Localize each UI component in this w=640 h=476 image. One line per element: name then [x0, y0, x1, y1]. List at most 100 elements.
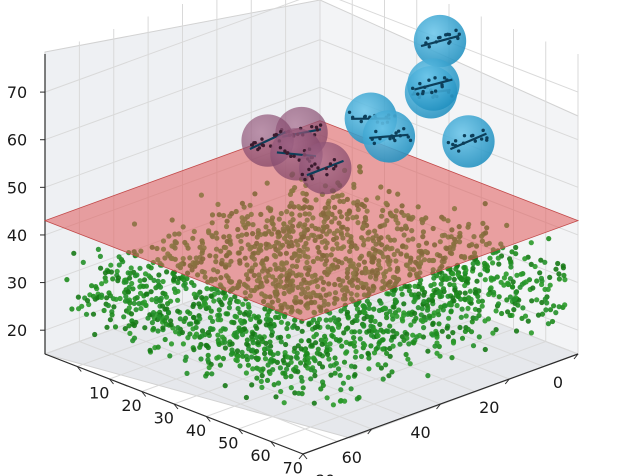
y-tick-mark: [270, 441, 276, 447]
ground-point: [138, 305, 144, 312]
ground-point: [112, 324, 119, 330]
ground-point: [282, 350, 288, 356]
ground-point: [501, 275, 507, 281]
ground-point: [162, 336, 168, 343]
ground-point: [547, 282, 553, 288]
ground-point: [99, 281, 105, 287]
ground-point: [218, 299, 224, 305]
ground-point: [509, 284, 516, 290]
ground-point: [438, 304, 444, 310]
ground-point: [523, 279, 529, 285]
branch-point: [332, 157, 337, 162]
ground-point: [539, 311, 546, 317]
ground-point: [522, 256, 528, 262]
ground-point: [191, 347, 197, 353]
ground-point: [335, 324, 342, 330]
ground-point: [354, 317, 360, 323]
ground-point: [504, 297, 510, 303]
ground-point: [371, 306, 377, 312]
branch-line: [369, 133, 409, 140]
ground-point: [146, 273, 152, 279]
ground-point: [182, 357, 188, 363]
z-gridline: [44, 0, 579, 93]
ground-point: [345, 374, 351, 380]
ground-point: [513, 244, 519, 251]
ground-point: [114, 268, 120, 274]
ground-point: [357, 336, 363, 342]
ground-point: [451, 276, 457, 282]
ground-point: [381, 305, 387, 311]
sphere-upper: [442, 115, 495, 168]
ground-point: [228, 351, 234, 357]
ground-point: [275, 380, 282, 386]
ground-point: [308, 376, 314, 382]
ground-point: [499, 310, 505, 317]
y-tick-label: 20: [121, 396, 141, 415]
branch-point: [471, 133, 475, 138]
ground-point: [278, 319, 284, 325]
ground-point: [325, 324, 331, 330]
ground-point: [137, 265, 143, 271]
ground-point: [240, 353, 246, 359]
ground-point: [332, 355, 338, 361]
ground-point: [495, 255, 501, 261]
ground-point: [446, 302, 452, 308]
ground-point: [283, 341, 289, 348]
ground-point: [479, 303, 485, 309]
ground-point: [490, 260, 496, 266]
ground-point: [315, 346, 321, 352]
ground-point: [438, 281, 444, 287]
ground-point: [457, 324, 463, 331]
branch-point: [256, 147, 260, 152]
ground-point: [80, 259, 86, 265]
ground-point: [168, 318, 174, 324]
branch-point: [410, 86, 415, 91]
ground-point: [488, 285, 494, 291]
ground-point: [247, 309, 253, 315]
z-tick-label: 60: [7, 131, 27, 150]
ground-point: [229, 347, 235, 353]
ground-point: [470, 265, 476, 271]
ground-point: [332, 370, 338, 376]
ground-point: [306, 360, 312, 366]
branch-point: [453, 139, 458, 143]
ground-point: [352, 354, 358, 360]
ground-point: [479, 298, 485, 304]
ground-point: [339, 343, 345, 349]
ground-point: [333, 337, 339, 343]
ground-point: [304, 350, 310, 356]
ground-point: [205, 357, 211, 363]
ground-point: [486, 291, 492, 297]
ground-point: [528, 240, 534, 246]
ground-point: [337, 398, 343, 404]
ground-point: [220, 355, 226, 362]
ground-point: [390, 291, 396, 297]
ground-point: [311, 334, 317, 340]
ground-point: [545, 286, 551, 292]
ground-point: [532, 263, 538, 270]
ground-point: [416, 332, 423, 339]
branch-point: [451, 142, 455, 147]
ground-point: [229, 341, 235, 347]
ground-point: [397, 341, 403, 347]
ground-point: [294, 350, 300, 356]
ground-point: [434, 273, 440, 279]
y-tick-mark: [302, 453, 308, 460]
ground-point: [292, 317, 298, 323]
ground-point: [168, 341, 175, 347]
ground-point: [514, 272, 520, 278]
ground-point: [432, 343, 438, 349]
y-tick-mark: [238, 428, 243, 435]
ground-point: [510, 279, 516, 285]
ground-point: [505, 309, 511, 315]
ground-point: [160, 278, 166, 285]
ground-point: [468, 329, 475, 335]
ground-point: [216, 341, 222, 347]
ground-point: [142, 325, 148, 331]
ground-point: [412, 310, 418, 316]
ground-point: [394, 313, 400, 319]
ground-point: [418, 317, 424, 323]
ground-point: [278, 339, 284, 345]
ground-point: [546, 236, 552, 242]
